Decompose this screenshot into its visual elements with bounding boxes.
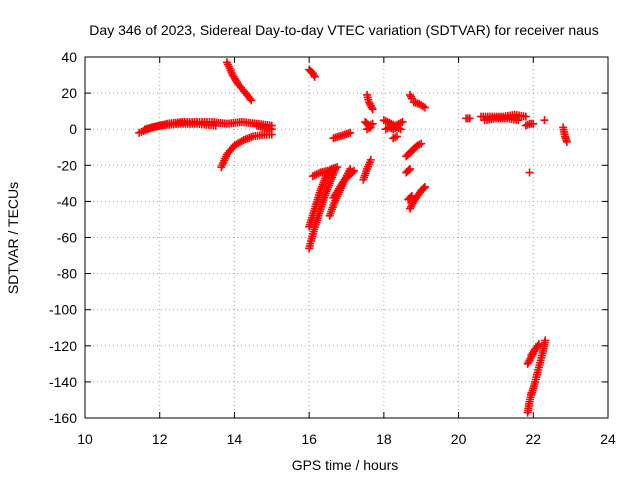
x-tick-label: 10 — [77, 431, 93, 447]
data-point — [529, 347, 538, 356]
x-tick-label: 24 — [600, 431, 616, 447]
data-point — [417, 139, 426, 148]
y-tick-label: -120 — [49, 338, 77, 354]
data-point — [404, 166, 413, 175]
data-point — [420, 103, 429, 112]
y-tick-label: -20 — [57, 157, 77, 173]
data-points — [135, 58, 571, 417]
data-point — [367, 103, 376, 112]
data-point — [521, 112, 530, 121]
x-tick-label: 16 — [301, 431, 317, 447]
data-point — [562, 137, 571, 146]
data-point — [420, 182, 429, 191]
y-tick-label: -160 — [49, 410, 77, 426]
x-tick-label: 18 — [376, 431, 392, 447]
y-tick-label: -100 — [49, 302, 77, 318]
data-point — [391, 133, 400, 142]
data-point — [406, 90, 415, 99]
x-tick-label: 22 — [525, 431, 541, 447]
y-axis-ticks: -160 -140 -120 -100 -80 -60 -40 -20 0 20 40 — [49, 49, 608, 426]
y-tick-label: -80 — [57, 266, 77, 282]
data-point — [331, 164, 340, 173]
data-point — [540, 116, 549, 125]
data-point — [396, 125, 405, 134]
data-point — [419, 184, 428, 193]
data-point — [363, 125, 372, 134]
data-point — [381, 125, 390, 134]
data-point — [541, 336, 550, 345]
data-point — [523, 120, 532, 129]
data-point — [392, 132, 401, 141]
y-tick-label: 20 — [61, 85, 77, 101]
data-point — [389, 134, 398, 143]
data-point — [529, 119, 538, 128]
data-point — [514, 116, 523, 125]
x-tick-label: 12 — [152, 431, 168, 447]
data-point — [398, 117, 407, 126]
data-point — [389, 125, 398, 134]
data-point — [368, 105, 377, 114]
data-point — [407, 94, 416, 103]
y-tick-label: -140 — [49, 374, 77, 390]
x-tick-label: 20 — [451, 431, 467, 447]
data-point — [366, 123, 375, 132]
data-point — [406, 92, 415, 101]
y-tick-label: 40 — [61, 49, 77, 65]
data-point — [310, 72, 319, 81]
x-axis-label: GPS time / hours — [292, 457, 399, 473]
chart-title: Day 346 of 2023, Sidereal Day-to-day VTE… — [89, 22, 598, 38]
data-point — [349, 166, 358, 175]
y-tick-label: 0 — [69, 121, 77, 137]
data-point — [245, 94, 254, 103]
data-point — [346, 128, 355, 137]
y-tick-label: -60 — [57, 230, 77, 246]
data-point — [521, 121, 530, 130]
data-point — [247, 96, 256, 105]
data-point — [211, 121, 220, 130]
data-point — [531, 345, 540, 354]
x-tick-label: 14 — [227, 431, 243, 447]
data-point — [267, 125, 276, 134]
data-point — [368, 119, 377, 128]
data-point — [366, 155, 375, 164]
data-point — [348, 167, 357, 176]
data-point — [525, 168, 534, 177]
data-point — [406, 164, 415, 173]
data-point — [309, 71, 318, 80]
y-tick-label: -40 — [57, 193, 77, 209]
x-axis-ticks: 10 12 14 16 18 20 22 24 — [77, 57, 616, 447]
y-axis-label: SDTVAR / TECUs — [5, 182, 21, 294]
data-point — [465, 114, 474, 123]
